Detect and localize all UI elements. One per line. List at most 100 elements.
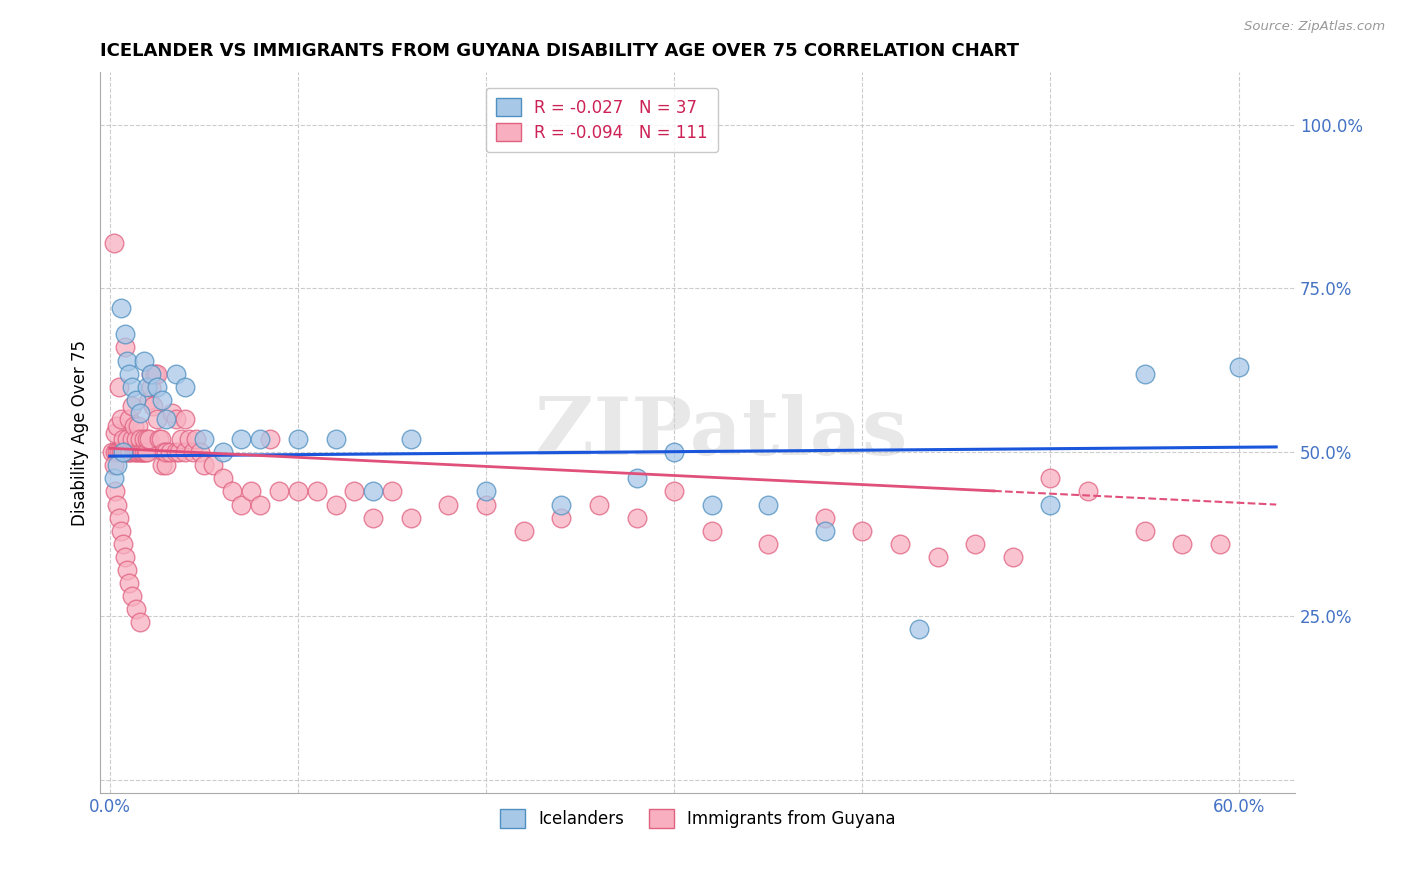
Point [146,380,169,394]
Point [1133,524,1156,538]
Point [127,445,149,459]
Point [122,419,145,434]
Point [626,510,648,524]
Point [152,392,174,407]
Point [131,445,153,459]
Point [108,510,131,524]
Point [125,392,148,407]
Point [115,563,138,577]
Point [907,622,929,636]
Text: ZIPatlas: ZIPatlas [536,393,908,472]
Point [155,458,177,473]
Point [121,589,143,603]
Point [626,471,648,485]
Point [105,419,128,434]
Point [159,445,181,459]
Point [165,445,187,459]
Point [136,380,159,394]
Point [193,432,215,446]
Point [193,458,215,473]
Point [239,484,262,499]
Point [114,445,136,459]
Legend: Icelanders, Immigrants from Guyana: Icelanders, Immigrants from Guyana [494,803,903,835]
Point [115,353,138,368]
Point [132,432,155,446]
Point [211,471,233,485]
Point [117,412,139,426]
Y-axis label: Disability Age Over 75: Disability Age Over 75 [72,340,89,525]
Point [148,432,170,446]
Point [134,445,156,459]
Point [117,367,139,381]
Point [170,432,193,446]
Point [121,380,143,394]
Point [105,445,128,459]
Point [1133,367,1156,381]
Point [381,484,404,499]
Point [361,484,384,499]
Point [1209,537,1232,551]
Point [437,498,460,512]
Point [138,392,160,407]
Point [153,445,176,459]
Point [149,432,172,446]
Point [105,498,128,512]
Point [550,510,572,524]
Point [165,367,187,381]
Point [114,549,136,564]
Point [211,445,233,459]
Point [512,524,534,538]
Point [132,353,155,368]
Point [114,340,136,354]
Point [128,445,150,459]
Point [103,235,125,250]
Point [169,445,191,459]
Point [105,458,128,473]
Point [142,400,165,414]
Point [851,524,873,538]
Point [165,412,187,426]
Point [287,432,309,446]
Point [756,537,779,551]
Point [138,432,160,446]
Point [104,425,127,440]
Point [325,498,347,512]
Point [121,400,143,414]
Point [143,367,166,381]
Point [927,549,949,564]
Point [125,432,148,446]
Point [128,432,150,446]
Point [325,432,347,446]
Point [267,484,290,499]
Point [231,498,253,512]
Point [174,380,197,394]
Point [110,524,132,538]
Point [700,524,723,538]
Text: Source: ZipAtlas.com: Source: ZipAtlas.com [1244,20,1385,33]
Point [146,412,169,426]
Point [110,412,132,426]
Point [121,432,143,446]
Point [361,510,384,524]
Point [120,445,142,459]
Point [141,367,163,381]
Point [343,484,366,499]
Point [965,537,987,551]
Point [662,445,685,459]
Point [111,537,134,551]
Point [249,498,271,512]
Point [128,615,150,630]
Point [132,445,155,459]
Point [117,576,139,591]
Point [186,432,208,446]
Point [889,537,911,551]
Point [588,498,610,512]
Point [111,445,134,459]
Point [128,406,150,420]
Point [550,498,572,512]
Point [100,445,122,459]
Point [111,432,134,446]
Point [108,380,131,394]
Point [188,445,211,459]
Point [122,445,145,459]
